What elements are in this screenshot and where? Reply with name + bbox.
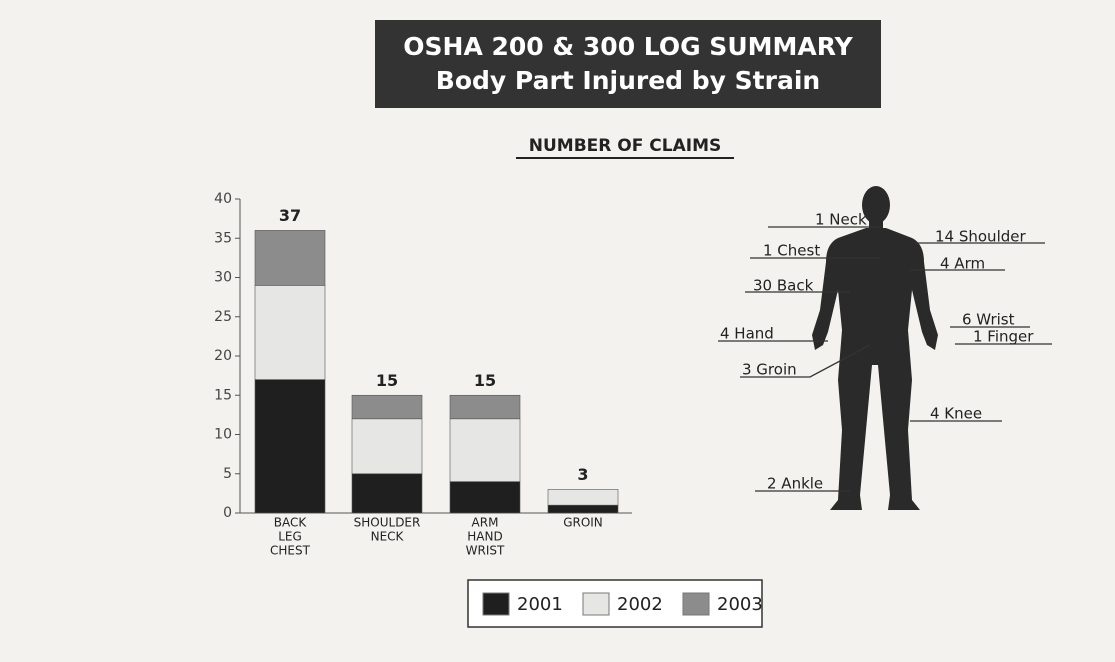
y-tick-label: 25: [214, 309, 232, 325]
body-label: 4 Arm: [940, 255, 985, 273]
bar-segment: [449, 418, 521, 482]
x-tick-label: SHOULDER: [354, 516, 421, 530]
legend-swatch: [482, 592, 510, 616]
x-tick-label: HAND: [467, 530, 502, 544]
body-label: 30 Back: [753, 277, 814, 295]
bar-segment: [547, 489, 619, 506]
x-tick-label: LEG: [278, 530, 302, 544]
legend-swatch: [682, 592, 710, 616]
bar-segment: [449, 481, 521, 514]
body-label: 4 Hand: [720, 325, 774, 343]
legend-swatch: [582, 592, 610, 616]
total-label: 3: [577, 465, 588, 484]
callout-lines: [718, 226, 1052, 492]
y-tick-label: 30: [214, 270, 232, 286]
y-tick-label: 5: [223, 466, 232, 482]
x-tick-label: ARM: [472, 516, 499, 530]
x-tick-label: NECK: [371, 530, 405, 544]
body-label: 1 Chest: [763, 242, 820, 260]
bar-segment: [254, 379, 326, 514]
body-label: 1 Neck: [815, 211, 867, 229]
y-tick-label: 15: [214, 387, 232, 403]
body-neck: [869, 220, 883, 232]
y-tick-label: 35: [214, 230, 232, 246]
bar-segment: [351, 394, 423, 420]
legend-label: 2003: [717, 594, 763, 615]
total-label: 37: [279, 206, 301, 225]
bar-segment: [254, 285, 326, 380]
body-label: 6 Wrist: [962, 311, 1015, 329]
chart-title: OSHA 200 & 300 LOG SUMMARY: [403, 32, 853, 61]
body-label: 2 Ankle: [767, 475, 823, 493]
y-tick-label: 0: [223, 505, 232, 521]
x-tick-label: GROIN: [563, 516, 603, 530]
heading: NUMBER OF CLAIMS: [529, 136, 721, 156]
total-label: 15: [376, 371, 398, 390]
y-tick-label: 40: [214, 191, 232, 207]
bar-segment: [351, 473, 423, 514]
y-tick-label: 10: [214, 427, 232, 443]
body-label: 3 Groin: [742, 361, 797, 379]
body-label: 1 Finger: [973, 328, 1034, 346]
body-label: 14 Shoulder: [935, 228, 1026, 246]
bar-segment: [547, 504, 619, 514]
body-silhouette: [812, 228, 938, 510]
x-tick-label: WRIST: [466, 544, 505, 558]
x-tick-label: CHEST: [270, 544, 311, 558]
title-box: [375, 20, 881, 108]
bar-segment: [449, 394, 521, 420]
total-label: 15: [474, 371, 496, 390]
bar-segment: [254, 230, 326, 286]
y-tick-label: 20: [214, 348, 232, 364]
legend-label: 2001: [517, 594, 563, 615]
legend: [467, 579, 763, 628]
bar-segment: [351, 418, 423, 475]
body-head: [862, 186, 890, 224]
x-tick-label: BACK: [274, 516, 308, 530]
legend-label: 2002: [617, 594, 663, 615]
chart-subtitle: Body Part Injured by Strain: [436, 66, 820, 95]
body-label: 4 Knee: [930, 405, 982, 423]
